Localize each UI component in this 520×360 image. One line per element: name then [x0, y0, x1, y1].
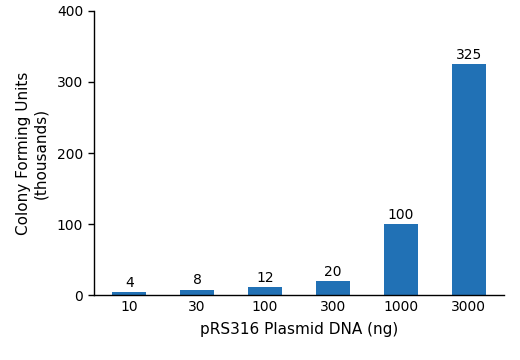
Bar — [112, 292, 146, 295]
Bar — [452, 64, 486, 295]
Text: 4: 4 — [125, 276, 134, 290]
Bar — [248, 287, 282, 295]
Bar — [316, 281, 350, 295]
Text: 100: 100 — [388, 208, 414, 222]
Text: 20: 20 — [324, 265, 342, 279]
Bar — [180, 289, 214, 295]
Y-axis label: Colony Forming Units
(thousands): Colony Forming Units (thousands) — [16, 71, 48, 235]
Text: 325: 325 — [456, 48, 482, 62]
X-axis label: pRS316 Plasmid DNA (ng): pRS316 Plasmid DNA (ng) — [200, 323, 398, 337]
Text: 8: 8 — [193, 273, 202, 287]
Bar — [384, 224, 418, 295]
Text: 12: 12 — [256, 270, 274, 284]
